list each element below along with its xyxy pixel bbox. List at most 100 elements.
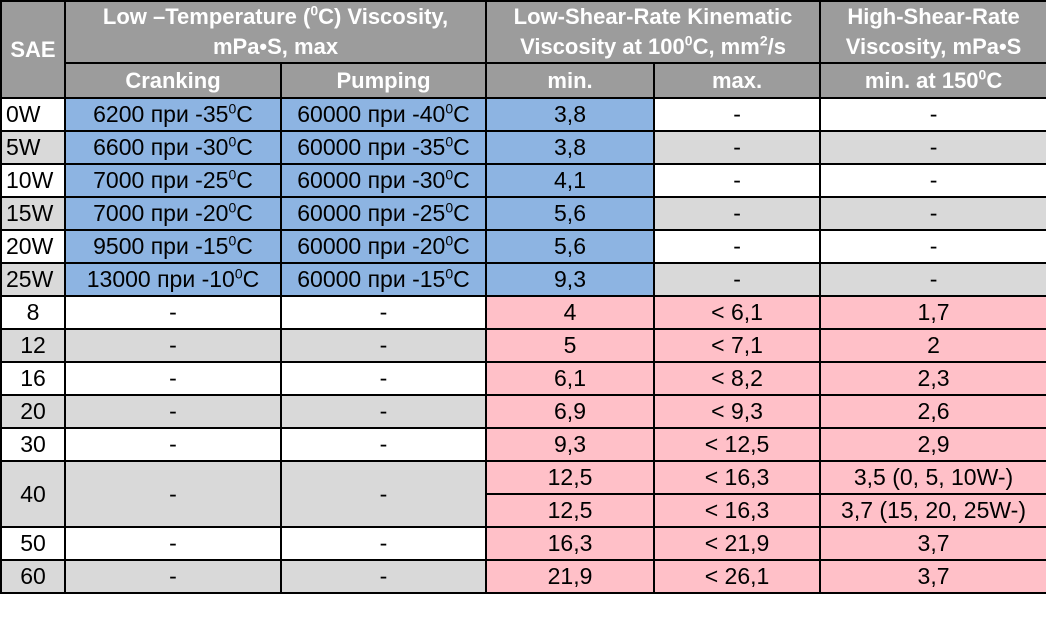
min-kv-cell: 9,3 — [485, 262, 656, 297]
max-kv-cell: < 6,1 — [653, 295, 822, 330]
table-row: 25W 13000 при -100C 60000 при -150C 9,3- - — [0, 262, 1046, 297]
pumping-cell: - — [279, 394, 488, 429]
table-body: 0W 6200 при -350C 60000 при -400C 3,8- -5W 66… — [0, 97, 1046, 594]
cranking-cell: 6600 при -300C — [64, 130, 282, 165]
max-kv-cell: - — [653, 229, 822, 264]
hs-cell: 3,7 — [819, 526, 1046, 561]
max-kv-cell: < 7,1 — [653, 328, 822, 363]
min-kv-cell: 12,5 — [485, 493, 656, 528]
sae-grade-cell: 30 — [0, 427, 66, 462]
degree-unit: C — [236, 101, 253, 127]
hs-cell: - — [819, 262, 1046, 297]
min-kv-cell: 6,1 — [485, 361, 656, 396]
hs-cell: - — [819, 163, 1046, 198]
cranking-cell: - — [64, 295, 282, 330]
degree-unit: C — [453, 233, 470, 259]
max-kv-cell: - — [653, 97, 822, 132]
degree-unit: C — [236, 233, 253, 259]
min-kv-cell: 5,6 — [485, 196, 656, 231]
pumping-cell: 60000 при -150C — [279, 262, 488, 297]
cranking-cell: - — [64, 427, 282, 462]
hs-cell: - — [819, 97, 1046, 132]
hs-cell: - — [819, 196, 1046, 231]
max-kv-cell: - — [653, 130, 822, 165]
cranking-cell: 9500 при -150C — [64, 229, 282, 264]
degree-sup: 0 — [445, 166, 454, 183]
cranking-cell: - — [64, 526, 282, 561]
pumping-cell: - — [279, 427, 488, 462]
min-kv-cell: 5 — [485, 328, 656, 363]
cranking-cell: 6200 при -350C — [64, 97, 282, 132]
hs-cell: - — [819, 130, 1046, 165]
table-row: 0W 6200 при -350C 60000 при -400C 3,8- - — [0, 97, 1046, 132]
degree-sup: 0 — [445, 100, 454, 117]
degree-sup: 0 — [228, 100, 237, 117]
max-kv-cell: - — [653, 196, 822, 231]
max-kv-cell: < 9,3 — [653, 394, 822, 429]
pumping-cell: 60000 при -300C — [279, 163, 488, 198]
sae-grade-cell: 60 — [0, 559, 66, 594]
sae-header: SAE — [0, 0, 66, 99]
table-row: 8- -4 < 6,1 1,7 — [0, 295, 1046, 330]
table-row: 12,5 < 16,3 3,7 (15, 20, 25W-) — [1, 493, 1046, 528]
pumping-cell: 60000 при -400C — [279, 97, 488, 132]
pumping-cell: - — [279, 526, 488, 561]
degree-unit: C — [242, 266, 260, 292]
hs-cell: 2,6 — [819, 394, 1046, 429]
subheader-row: Cranking Pumping min. max. min. at 1500C — [1, 62, 1046, 99]
cranking-cell: - — [64, 328, 282, 363]
sae-grade-cell: 10W — [0, 163, 66, 198]
sae-viscosity-table: SAE Low –Temperature (0C) Viscosity, mPa… — [0, 0, 1046, 594]
sae-grade-cell: 0W — [0, 97, 66, 132]
table-row: 10W 7000 при -250C 60000 при -300C 4,1- - — [0, 163, 1046, 198]
hs-min-header: min. at 1500C — [819, 62, 1046, 99]
sae-grade-cell: 5W — [0, 130, 66, 165]
min-kv-cell: 3,8 — [485, 97, 656, 132]
sae-grade-cell: 40 — [0, 460, 66, 528]
temp-value: 6600 при -30 — [93, 134, 229, 160]
degree-unit: C — [453, 266, 470, 292]
min-kv-cell: 16,3 — [485, 526, 656, 561]
hs-cell: - — [819, 229, 1046, 264]
header-row: SAE Low –Temperature (0C) Viscosity, mPa… — [0, 0, 1046, 99]
temp-value: 60000 при -40 — [297, 101, 446, 127]
sae-grade-cell: 20W — [0, 229, 66, 264]
high-shear-header: High-Shear-Rate Viscosity, mPa•S — [819, 0, 1046, 64]
cranking-cell: 7000 при -200C — [64, 196, 282, 231]
table-row: 50- -16,3 < 21,9 3,7 — [0, 526, 1046, 561]
sae-grade-cell: 8 — [0, 295, 66, 330]
table-row: 20- -6,9 < 9,3 2,6 — [0, 394, 1046, 429]
max-kv-cell: - — [653, 163, 822, 198]
degree-sup: 0 — [445, 232, 454, 249]
sae-grade-cell: 25W — [0, 262, 66, 297]
max-kv-cell: - — [653, 262, 822, 297]
temp-value: 13000 при -10 — [86, 266, 235, 292]
table-row: 40- -12,5 < 16,3 3,5 (0, 5, 10W-) — [0, 460, 1046, 528]
temp-value: 60000 при -15 — [297, 266, 446, 292]
temp-value: 60000 при -30 — [297, 167, 446, 193]
table-row: 30- -9,3 < 12,5 2,9 — [0, 427, 1046, 462]
degree-unit: C — [453, 134, 470, 160]
sae-grade-cell: 20 — [0, 394, 66, 429]
degree-sup: 0 — [228, 133, 237, 150]
min-header: min. — [485, 62, 656, 99]
min-kv-cell: 4,1 — [485, 163, 656, 198]
min-kv-cell: 6,9 — [485, 394, 656, 429]
degree-unit: C — [236, 134, 253, 160]
table-row: 16- -6,1 < 8,2 2,3 — [0, 361, 1046, 396]
low-temp-header: Low –Temperature (0C) Viscosity, mPa•S, … — [63, 0, 488, 64]
hs-cell: 2,9 — [819, 427, 1046, 462]
table-row: 60- -21,9 < 26,1 3,7 — [0, 559, 1046, 594]
min-kv-cell: 5,6 — [485, 229, 656, 264]
sae-grade-cell: 16 — [0, 361, 66, 396]
degree-unit: C — [453, 200, 470, 226]
temp-value: 60000 при -35 — [297, 134, 446, 160]
table-row: 12- -5 < 7,1 2 — [0, 328, 1046, 363]
max-kv-cell: < 16,3 — [653, 460, 822, 495]
cranking-header: Cranking — [64, 62, 282, 99]
degree-unit: C — [453, 167, 470, 193]
temp-value: 9500 при -15 — [93, 233, 229, 259]
max-header: max. — [653, 62, 822, 99]
pumping-cell: 60000 при -350C — [279, 130, 488, 165]
min-kv-cell: 9,3 — [485, 427, 656, 462]
